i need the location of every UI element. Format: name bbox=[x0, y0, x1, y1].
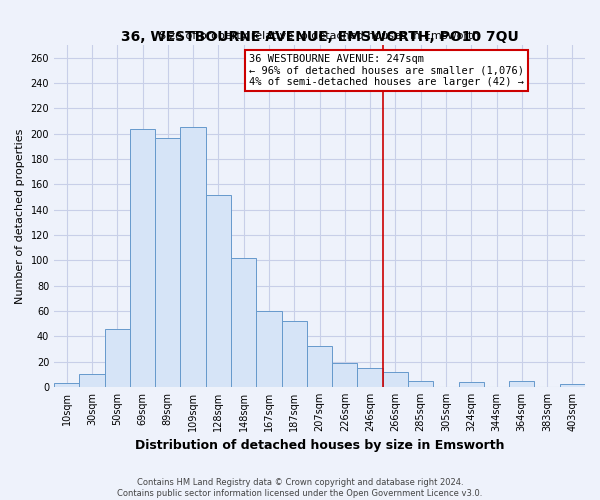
Bar bbox=[307, 346, 332, 387]
Bar bbox=[79, 374, 104, 387]
Bar bbox=[358, 368, 383, 387]
Bar bbox=[458, 382, 484, 387]
Text: 36 WESTBOURNE AVENUE: 247sqm
← 96% of detached houses are smaller (1,076)
4% of : 36 WESTBOURNE AVENUE: 247sqm ← 96% of de… bbox=[249, 54, 524, 87]
Bar bbox=[383, 372, 408, 387]
Bar bbox=[54, 383, 79, 387]
X-axis label: Distribution of detached houses by size in Emsworth: Distribution of detached houses by size … bbox=[135, 440, 504, 452]
Text: Contains HM Land Registry data © Crown copyright and database right 2024.
Contai: Contains HM Land Registry data © Crown c… bbox=[118, 478, 482, 498]
Text: Size of property relative to detached houses in Emsworth: Size of property relative to detached ho… bbox=[159, 30, 480, 40]
Bar bbox=[332, 363, 358, 387]
Y-axis label: Number of detached properties: Number of detached properties bbox=[15, 128, 25, 304]
Bar bbox=[408, 380, 433, 387]
Bar bbox=[206, 194, 231, 387]
Bar bbox=[231, 258, 256, 387]
Bar bbox=[509, 380, 535, 387]
Bar bbox=[281, 321, 307, 387]
Bar bbox=[181, 128, 206, 387]
Bar bbox=[256, 311, 281, 387]
Bar bbox=[104, 328, 130, 387]
Bar bbox=[130, 128, 155, 387]
Bar bbox=[155, 138, 181, 387]
Bar bbox=[560, 384, 585, 387]
Title: 36, WESTBOURNE AVENUE, EMSWORTH, PO10 7QU: 36, WESTBOURNE AVENUE, EMSWORTH, PO10 7Q… bbox=[121, 30, 518, 44]
